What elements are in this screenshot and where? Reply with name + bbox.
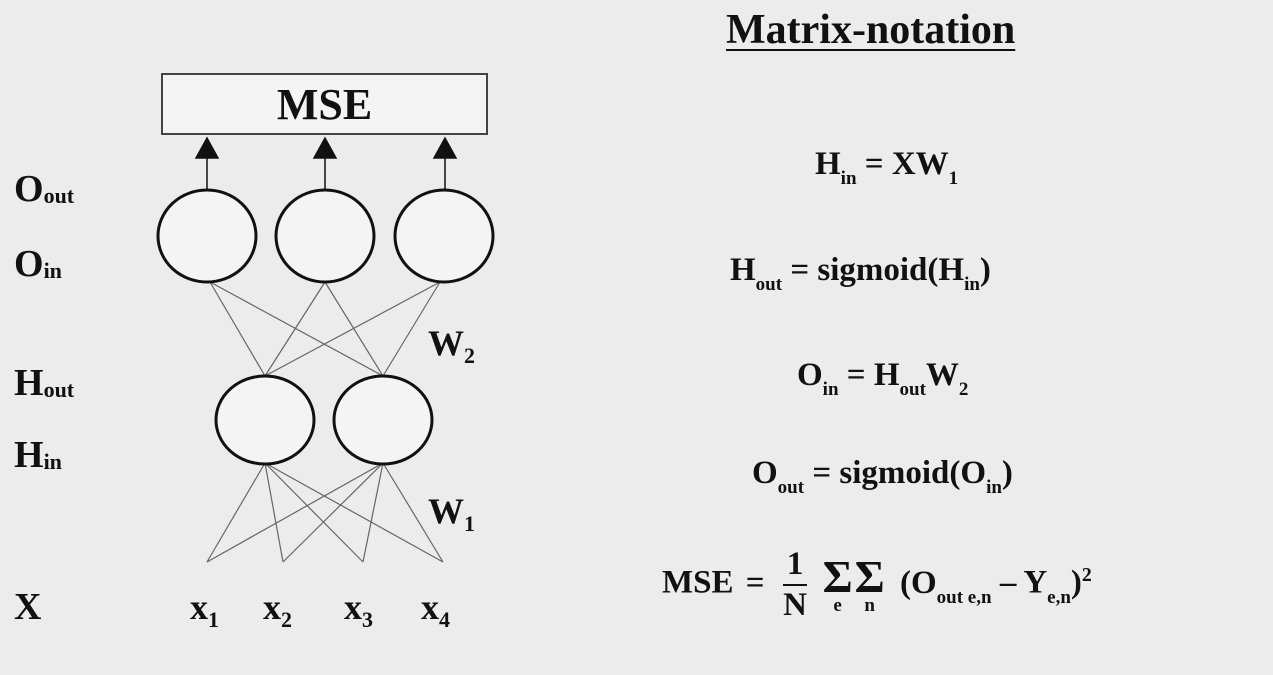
eq3-lhs: O — [797, 357, 823, 393]
weight-label-w2: W2 — [428, 322, 475, 368]
eq2-lhs: H — [730, 252, 756, 288]
equation-h-in: Hin = XW1 — [815, 146, 958, 189]
eq2-tail: ) — [979, 252, 991, 288]
page-title: Matrix-notation — [726, 7, 1016, 53]
layer-label-o-out: Oout — [14, 170, 74, 208]
hidden-neurons — [214, 374, 434, 466]
weight-label-w1: W1 — [428, 490, 475, 536]
o-in-base: O — [14, 243, 44, 285]
x4-sub: 4 — [439, 606, 450, 632]
hidden-neuron-1 — [214, 374, 316, 466]
mse-close: ) — [1070, 564, 1082, 601]
h-in-base: H — [14, 434, 44, 476]
output-neuron-2 — [274, 188, 376, 284]
mse-fraction-denominator: N — [783, 587, 807, 623]
w2-sub: 2 — [464, 342, 475, 368]
layer-label-h-in: Hin — [14, 436, 62, 474]
eq1-rhs: = XW — [864, 146, 949, 182]
mse-fraction-numerator: 1 — [782, 548, 808, 586]
mse-y-sub: e,n — [1047, 587, 1071, 609]
output-neurons — [156, 188, 495, 284]
eq3-mid: = H — [846, 357, 900, 393]
w1-sub: 1 — [464, 510, 475, 536]
input-label-x3: x3 — [344, 586, 373, 632]
mse-o-sub: out e,n — [936, 587, 992, 609]
eq1-rhs-sub: 1 — [948, 168, 959, 190]
h-out-base: H — [14, 362, 44, 404]
sigma-icon: Σ — [854, 550, 885, 602]
x2-sub: 2 — [281, 606, 292, 632]
mse-power: 2 — [1081, 563, 1092, 586]
input-label-x2: x2 — [263, 586, 292, 632]
eq4-rhs: = sigmoid(O — [812, 455, 987, 491]
x1-base: x — [190, 587, 208, 627]
x2-base: x — [263, 587, 281, 627]
h-out-sub: out — [43, 377, 75, 403]
mse-equals: = — [745, 564, 765, 601]
layer-label-o-in: Oin — [14, 245, 62, 283]
eq2-rhs: = sigmoid(H — [790, 252, 965, 288]
x-base: X — [14, 586, 42, 628]
mse-minus-y: – Y — [999, 564, 1048, 601]
equation-o-out: Oout = sigmoid(Oin) — [752, 455, 1013, 498]
equation-h-out: Hout = sigmoid(Hin) — [730, 252, 991, 295]
output-neuron-3 — [393, 188, 495, 284]
output-neuron-1 — [156, 188, 258, 284]
sum-n-index: n — [864, 595, 875, 617]
arrow-head-2 — [312, 136, 338, 159]
mse-box: MSE — [161, 73, 488, 135]
x3-sub: 3 — [362, 606, 373, 632]
arrow-head-3 — [432, 136, 458, 159]
o-out-base: O — [14, 168, 44, 210]
layer-label-h-out: Hout — [14, 364, 74, 402]
output-arrows — [194, 136, 458, 190]
eq3-rhs-sub: 2 — [958, 379, 969, 401]
weights-w2-connections — [209, 281, 441, 377]
eq2-lhs-sub: out — [755, 274, 783, 296]
layer-label-x: X — [14, 588, 41, 626]
sum-over-e: Σ e — [822, 550, 853, 617]
mse-lhs: MSE — [662, 564, 734, 601]
sum-e-index: e — [833, 595, 842, 617]
eq2-rhs-sub: in — [964, 274, 980, 296]
eq1-lhs-sub: in — [840, 168, 857, 190]
weights-w1-connections — [206, 462, 444, 563]
eq3-lhs-sub: in — [822, 379, 839, 401]
x1-sub: 1 — [208, 606, 219, 632]
o-in-sub: in — [43, 258, 62, 284]
eq4-lhs-sub: out — [777, 477, 805, 499]
arrow-head-1 — [194, 136, 220, 159]
h-in-sub: in — [43, 449, 62, 475]
eq3-mid-sub: out — [899, 379, 926, 401]
eq4-lhs: O — [752, 455, 778, 491]
eq4-tail: ) — [1001, 455, 1013, 491]
eq4-rhs-sub: in — [986, 477, 1002, 499]
eq3-rhs: W — [925, 357, 959, 393]
eq1-lhs: H — [815, 146, 841, 182]
o-out-sub: out — [43, 183, 75, 209]
mse-open-o: (O — [899, 564, 937, 601]
sum-over-n: Σ n — [854, 550, 885, 617]
w2-base: W — [428, 323, 464, 363]
mse-fraction: 1 N — [782, 548, 808, 623]
sigma-icon: Σ — [822, 550, 853, 602]
w1-base: W — [428, 491, 464, 531]
equation-mse: MSE = 1 N Σ e Σ n (Oout e,n – Ye,n)2 — [662, 548, 1092, 622]
hidden-neuron-2 — [332, 374, 434, 466]
input-label-x1: x1 — [190, 586, 219, 632]
x4-base: x — [421, 587, 439, 627]
x3-base: x — [344, 587, 362, 627]
equation-o-in: Oin = HoutW2 — [797, 357, 968, 400]
mse-box-label: MSE — [276, 79, 373, 129]
input-label-x4: x4 — [421, 586, 450, 632]
